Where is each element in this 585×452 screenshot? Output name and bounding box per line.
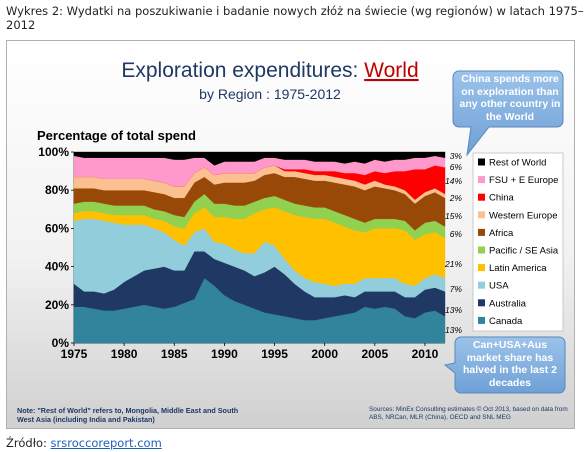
source-link[interactable]: srsroccoreport.com <box>50 436 162 450</box>
y-tick-label: 40% <box>45 260 69 274</box>
legend-swatch <box>478 211 485 219</box>
legend-label: Australia <box>489 298 527 309</box>
legend-label: Latin America <box>489 263 547 274</box>
chart-note: Note: "Rest of World" refers to, Mongoli… <box>17 406 239 424</box>
legend: Rest of World FSU + E Europe China Western … <box>472 152 564 332</box>
x-tick-label: 2000 <box>311 347 338 361</box>
chart-panel: Exploration expenditures: World by Regio… <box>6 40 575 429</box>
end-value-label: 6% <box>450 229 463 239</box>
legend-label: China <box>489 193 515 204</box>
y-axis-ticks: 0% 20% 40% 60% 80% 100% <box>38 145 69 350</box>
end-value-label: 13% <box>445 325 462 335</box>
end-value-label: 3% <box>450 151 463 161</box>
end-value-label: 15% <box>445 211 462 221</box>
x-tick-label: 1990 <box>211 347 238 361</box>
end-value-label: 21% <box>444 259 462 269</box>
callout-market-share: Can+USA+Aus market share has halved in t… <box>443 336 566 394</box>
legend-swatch <box>478 176 485 184</box>
end-value-label: 2% <box>449 193 463 203</box>
legend-swatch <box>478 281 485 289</box>
x-tick-label: 1980 <box>111 347 138 361</box>
y-tick-label: 0% <box>52 336 70 350</box>
legend-label: Africa <box>489 228 514 239</box>
chart-subtitle: by Region : 1975-2012 <box>199 86 341 102</box>
x-tick-label: 1995 <box>261 347 288 361</box>
figure-caption: Wykres 2: Wydatki na poszukiwanie i bada… <box>6 4 584 32</box>
y-tick-label: 60% <box>45 221 69 235</box>
end-value-labels: 3%6%14%2%15%6%21%7%13%13% <box>444 151 462 335</box>
chart-sources: Sources: MinEx Consulting estimates © Oc… <box>369 406 568 421</box>
chart-title: Exploration expenditures: World <box>121 59 418 82</box>
legend-label: Canada <box>489 316 523 327</box>
callout-china-bubble <box>452 70 564 157</box>
x-tick-label: 2005 <box>361 347 388 361</box>
callout-market-share-bubble <box>443 336 566 394</box>
end-value-label: 14% <box>445 176 462 186</box>
legend-label: Rest of World <box>489 158 546 169</box>
callout-china: China spends more on exploration than an… <box>452 70 564 157</box>
legend-swatch <box>478 246 485 254</box>
end-value-label: 13% <box>445 305 462 315</box>
callout-china-text: China spends more on exploration than an… <box>459 73 561 123</box>
x-tick-label: 1975 <box>61 347 88 361</box>
legend-label: Pacific / SE Asia <box>489 246 559 257</box>
y-axis-title: Percentage of total spend <box>37 128 196 143</box>
area-series <box>73 151 446 344</box>
image-source: Źródło: srsroccoreport.com <box>6 436 162 450</box>
exploration-chart: Exploration expenditures: World by Regio… <box>7 41 574 428</box>
x-tick-label: 1985 <box>161 347 188 361</box>
legend-items: Rest of World FSU + E Europe China Western … <box>478 158 559 327</box>
callout-market-share-text: Can+USA+Aus market share has halved in t… <box>463 339 557 389</box>
legend-label: USA <box>489 281 509 292</box>
y-tick-label: 20% <box>45 298 69 312</box>
legend-box <box>472 152 564 332</box>
area-rest-of-world <box>73 151 446 166</box>
legend-swatch <box>478 264 485 272</box>
legend-label: Western Europe <box>489 210 557 221</box>
x-tick-label: 2010 <box>412 347 439 361</box>
legend-swatch <box>478 228 485 236</box>
end-value-label: 6% <box>450 162 463 172</box>
legend-label: FSU + E Europe <box>489 175 558 186</box>
legend-swatch <box>478 316 485 324</box>
y-tick-label: 100% <box>38 145 69 159</box>
legend-swatch <box>478 299 485 307</box>
end-value-label: 7% <box>450 284 463 294</box>
x-axis-ticks: 1975 1980 1985 1990 1995 2000 2005 2010 <box>61 343 439 361</box>
legend-swatch <box>478 193 485 201</box>
source-label: Źródło: <box>6 436 47 450</box>
y-tick-label: 80% <box>45 183 69 197</box>
legend-swatch <box>478 158 485 166</box>
